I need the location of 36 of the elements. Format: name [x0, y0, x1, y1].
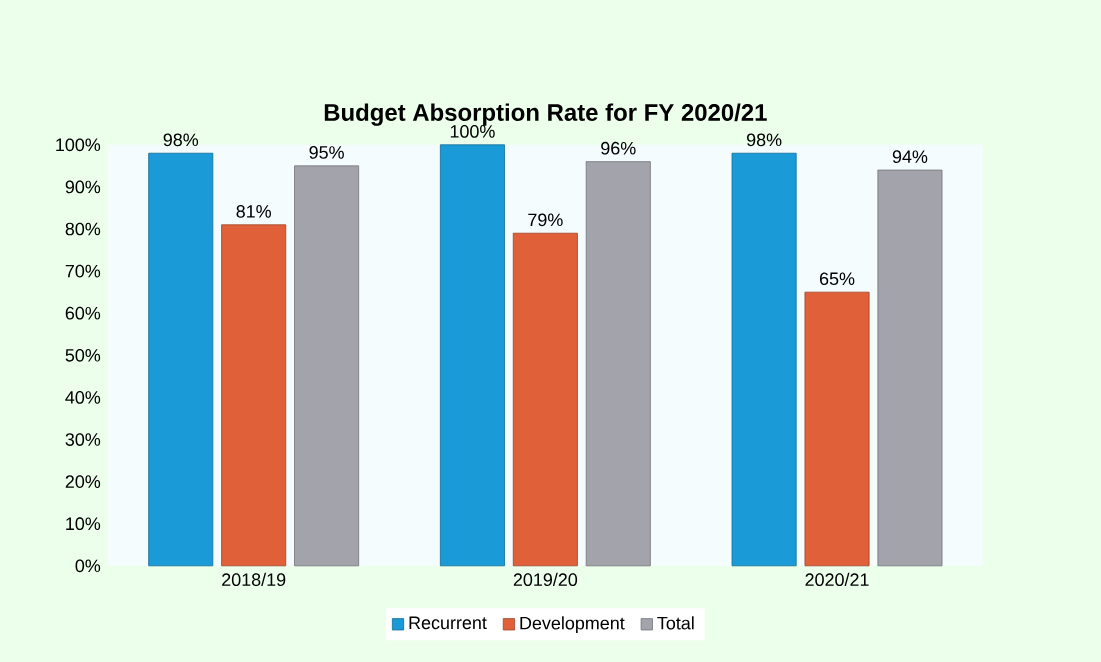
legend-label: Recurrent [409, 616, 487, 630]
y-tick-label: 60% [65, 306, 101, 320]
x-tick-label: 2018/19 [222, 572, 286, 586]
x-tick-label: 2020/21 [805, 572, 869, 586]
data-label: 96% [601, 141, 636, 155]
bar [877, 169, 943, 567]
y-tick-label: 0% [75, 559, 101, 573]
bar [804, 291, 870, 567]
y-tick-label: 40% [65, 390, 101, 404]
bar [512, 232, 578, 567]
legend-label: Total [657, 616, 694, 630]
y-tick-label: 70% [65, 264, 101, 278]
y-tick-label: 80% [65, 222, 101, 236]
chart-title: Budget Absorption Rate for FY 2020/21 [324, 103, 767, 126]
y-tick-label: 20% [65, 475, 101, 488]
bar [439, 144, 505, 567]
bar [148, 152, 214, 567]
data-label: 98% [163, 133, 199, 147]
data-label: 79% [528, 213, 563, 227]
bar [731, 152, 797, 567]
data-label: 65% [819, 272, 855, 285]
bar [221, 224, 287, 567]
data-label: 98% [746, 133, 782, 147]
data-label: 100% [450, 124, 495, 138]
x-tick-label: 2019/20 [513, 572, 578, 586]
y-tick-label: 100% [56, 138, 101, 152]
data-label: 95% [309, 145, 344, 159]
legend-label: Development [520, 616, 625, 633]
data-label: 81% [236, 204, 271, 218]
bar [585, 161, 651, 567]
y-tick-label: 10% [66, 517, 101, 530]
bar [294, 165, 360, 567]
y-tick-label: 30% [65, 433, 101, 446]
y-tick-label: 50% [65, 348, 101, 362]
y-tick-label: 90% [65, 180, 101, 194]
data-label: 94% [892, 150, 928, 163]
